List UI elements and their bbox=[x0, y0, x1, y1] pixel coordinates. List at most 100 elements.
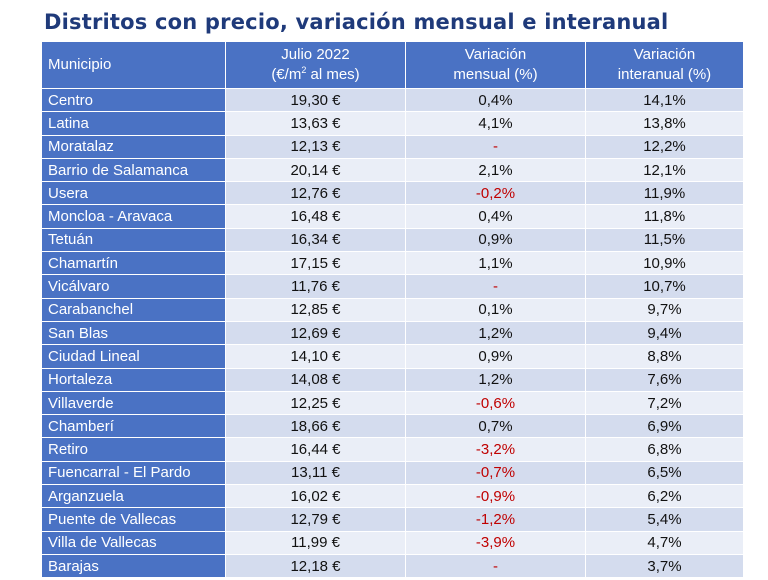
district-name-cell: Chamartín bbox=[41, 251, 226, 276]
header-municipio: Municipio bbox=[41, 41, 226, 89]
district-name-cell: Chamberí bbox=[41, 414, 226, 439]
district-name-cell: San Blas bbox=[41, 320, 226, 346]
price-cell: 11,99 € bbox=[225, 530, 406, 555]
price-cell: 12,79 € bbox=[225, 507, 406, 532]
monthly-variation-cell: -3,2% bbox=[405, 437, 586, 462]
table-header: Municipio Julio 2022 (€/m2 al mes) Varia… bbox=[41, 41, 744, 89]
price-cell: 14,10 € bbox=[225, 344, 406, 369]
monthly-variation-cell: -1,2% bbox=[405, 507, 586, 532]
yearly-variation-cell: 13,8% bbox=[585, 111, 744, 136]
monthly-variation-cell: 1,2% bbox=[405, 367, 586, 392]
monthly-variation-cell: - bbox=[405, 134, 586, 159]
district-name-cell: Villa de Vallecas bbox=[41, 530, 226, 555]
yearly-variation-cell: 10,9% bbox=[585, 251, 744, 276]
monthly-variation-cell: 4,1% bbox=[405, 111, 586, 136]
table-row: Puente de Vallecas 12,79 € -1,2% 5,4% bbox=[41, 507, 744, 532]
header-variacion-interanual: Variación interanual (%) bbox=[585, 41, 744, 89]
table-row: Carabanchel 12,85 €0,1% 9,7% bbox=[41, 297, 744, 322]
table-row: Chamartín 17,15 €1,1% 10,9% bbox=[41, 251, 744, 276]
district-name-cell: Carabanchel bbox=[41, 297, 226, 322]
district-name-cell: Moratalaz bbox=[41, 134, 226, 159]
header-precio: Julio 2022 (€/m2 al mes) bbox=[225, 41, 406, 89]
monthly-variation-cell: 0,9% bbox=[405, 227, 586, 253]
table-row: Villa de Vallecas 11,99 € -3,9% 4,7% bbox=[41, 530, 744, 555]
district-name-cell: Tetuán bbox=[41, 227, 226, 253]
price-cell: 12,18 € bbox=[225, 553, 406, 579]
table-row: Hortaleza 14,08 €1,2% 7,6% bbox=[41, 367, 744, 392]
monthly-variation-cell: - bbox=[405, 274, 586, 299]
yearly-variation-cell: 8,8% bbox=[585, 344, 744, 369]
yearly-variation-cell: 10,7% bbox=[585, 274, 744, 299]
yearly-variation-cell: 9,7% bbox=[585, 297, 744, 322]
table-row: Centro 19,30 €0,4% 14,1% bbox=[41, 87, 744, 113]
price-cell: 13,11 € bbox=[225, 460, 406, 486]
table-row: Barajas 12,18 € -3,7% bbox=[41, 553, 744, 579]
monthly-variation-cell: -3,9% bbox=[405, 530, 586, 555]
table-row: Chamberí 18,66 €0,7% 6,9% bbox=[41, 414, 744, 439]
price-cell: 12,69 € bbox=[225, 320, 406, 346]
district-name-cell: Vicálvaro bbox=[41, 274, 226, 299]
table-row: Tetuán 16,34 €0,9% 11,5% bbox=[41, 227, 744, 253]
table-row: Vicálvaro 11,76 € -10,7% bbox=[41, 274, 744, 299]
monthly-variation-cell: 2,1% bbox=[405, 157, 586, 183]
yearly-variation-cell: 12,2% bbox=[585, 134, 744, 159]
price-cell: 12,25 € bbox=[225, 390, 406, 416]
district-name-cell: Barajas bbox=[41, 553, 226, 579]
yearly-variation-cell: 14,1% bbox=[585, 87, 744, 113]
table-row: Retiro 16,44 € -3,2% 6,8% bbox=[41, 437, 744, 462]
table-row: San Blas 12,69 €1,2% 9,4% bbox=[41, 320, 744, 346]
yearly-variation-cell: 6,2% bbox=[585, 484, 744, 509]
district-name-cell: Retiro bbox=[41, 437, 226, 462]
district-name-cell: Fuencarral - El Pardo bbox=[41, 460, 226, 486]
yearly-variation-cell: 6,8% bbox=[585, 437, 744, 462]
district-name-cell: Usera bbox=[41, 181, 226, 206]
price-cell: 16,48 € bbox=[225, 204, 406, 229]
monthly-variation-cell: -0,7% bbox=[405, 460, 586, 486]
yearly-variation-cell: 6,5% bbox=[585, 460, 744, 486]
table-row: Barrio de Salamanca 20,14 €2,1% 12,1% bbox=[41, 157, 744, 183]
yearly-variation-cell: 7,2% bbox=[585, 390, 744, 416]
price-cell: 16,02 € bbox=[225, 484, 406, 509]
monthly-variation-cell: - bbox=[405, 553, 586, 579]
table-row: Villaverde 12,25 € -0,6% 7,2% bbox=[41, 390, 744, 416]
yearly-variation-cell: 4,7% bbox=[585, 530, 744, 555]
district-name-cell: Hortaleza bbox=[41, 367, 226, 392]
price-cell: 16,44 € bbox=[225, 437, 406, 462]
table-body: Centro 19,30 €0,4% 14,1% Latina 13,63 €4,1% 1… bbox=[41, 87, 744, 579]
price-cell: 12,85 € bbox=[225, 297, 406, 322]
page-title: Distritos con precio, variación mensual … bbox=[44, 10, 669, 34]
yearly-variation-cell: 11,5% bbox=[585, 227, 744, 253]
yearly-variation-cell: 7,6% bbox=[585, 367, 744, 392]
price-cell: 11,76 € bbox=[225, 274, 406, 299]
yearly-variation-cell: 5,4% bbox=[585, 507, 744, 532]
district-name-cell: Centro bbox=[41, 87, 226, 113]
monthly-variation-cell: 0,4% bbox=[405, 204, 586, 229]
price-cell: 13,63 € bbox=[225, 111, 406, 136]
district-name-cell: Ciudad Lineal bbox=[41, 344, 226, 369]
price-cell: 19,30 € bbox=[225, 87, 406, 113]
table-row: Fuencarral - El Pardo 13,11 € -0,7% 6,5% bbox=[41, 460, 744, 486]
yearly-variation-cell: 11,9% bbox=[585, 181, 744, 206]
price-cell: 14,08 € bbox=[225, 367, 406, 392]
district-name-cell: Arganzuela bbox=[41, 484, 226, 509]
districts-table: Municipio Julio 2022 (€/m2 al mes) Varia… bbox=[41, 41, 744, 579]
table-row: Moncloa - Aravaca 16,48 €0,4% 11,8% bbox=[41, 204, 744, 229]
table-row: Ciudad Lineal 14,10 €0,9% 8,8% bbox=[41, 344, 744, 369]
price-cell: 20,14 € bbox=[225, 157, 406, 183]
district-name-cell: Latina bbox=[41, 111, 226, 136]
table-row: Usera 12,76 € -0,2% 11,9% bbox=[41, 181, 744, 206]
yearly-variation-cell: 12,1% bbox=[585, 157, 744, 183]
yearly-variation-cell: 11,8% bbox=[585, 204, 744, 229]
district-name-cell: Puente de Vallecas bbox=[41, 507, 226, 532]
yearly-variation-cell: 9,4% bbox=[585, 320, 744, 346]
monthly-variation-cell: -0,9% bbox=[405, 484, 586, 509]
price-cell: 18,66 € bbox=[225, 414, 406, 439]
monthly-variation-cell: -0,6% bbox=[405, 390, 586, 416]
monthly-variation-cell: -0,2% bbox=[405, 181, 586, 206]
yearly-variation-cell: 6,9% bbox=[585, 414, 744, 439]
monthly-variation-cell: 0,7% bbox=[405, 414, 586, 439]
table-row: Arganzuela 16,02 € -0,9% 6,2% bbox=[41, 484, 744, 509]
price-cell: 12,13 € bbox=[225, 134, 406, 159]
monthly-variation-cell: 1,2% bbox=[405, 320, 586, 346]
district-name-cell: Villaverde bbox=[41, 390, 226, 416]
